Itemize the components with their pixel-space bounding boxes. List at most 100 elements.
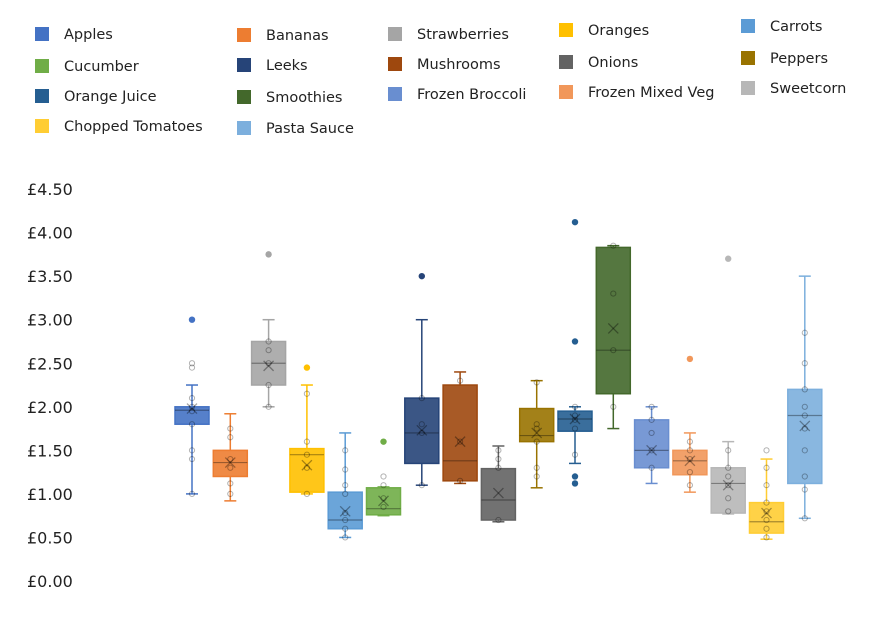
outlier-point [686,355,694,363]
box-iqr [442,384,478,482]
box-mushrooms [442,371,478,485]
legend-swatch [741,19,755,33]
y-tick-label: £0.50 [27,528,73,547]
mean-marker [799,420,811,432]
y-tick-label: £3.00 [27,311,73,330]
data-point [380,495,387,502]
mean-marker [569,413,581,425]
mean-marker [531,427,543,439]
legend-swatch [559,23,573,37]
data-point [533,421,540,428]
data-point [533,379,540,386]
data-point [763,482,770,489]
box-iqr [633,419,670,469]
mean-marker [492,487,504,499]
legend-swatch [388,87,402,101]
legend-label: Sweetcorn [770,81,846,97]
outlier-point [571,480,579,487]
mean-marker [378,495,389,507]
mean-marker [722,479,734,491]
data-point [725,464,732,471]
mean-marker [607,322,619,334]
legend-item-orange-juice: Orange Juice [35,89,157,105]
box-iqr [787,388,823,485]
legend-label: Leeks [266,58,308,74]
data-point [188,364,196,371]
data-point [418,394,425,402]
data-point [725,447,732,454]
data-point [648,464,655,471]
mean-marker [416,424,428,436]
mean-marker [492,487,504,499]
data-point [457,477,464,484]
legend-swatch [741,81,755,95]
data-point [188,403,196,410]
legend-item-cucumber: Cucumber [35,59,139,75]
data-point [303,390,310,397]
legend-item-frozen-mixed-veg: Frozen Mixed Veg [559,85,714,101]
legend-label: Apples [64,27,113,43]
data-point [227,434,234,441]
data-point [265,338,272,345]
legend-swatch [388,57,402,71]
data-point [188,421,196,428]
box-iqr [518,407,555,443]
mean-marker [722,479,734,491]
box-leeks [404,272,440,489]
data-point [303,464,310,471]
data-point [725,508,732,515]
data-point [188,455,196,463]
mean-marker [646,444,658,456]
legend-label: Pasta Sauce [266,121,354,137]
legend: Apples Cucumber Orange Juice Chopped Tomato… [35,19,846,137]
data-point [801,447,808,454]
box-strawberries [250,251,287,410]
outlier-point [725,255,732,262]
mean-marker [263,360,275,372]
legend-item-carrots: Carrots [741,19,822,35]
outlier-point [265,251,272,258]
legend-label: Carrots [770,19,822,35]
box-iqr [289,447,325,493]
data-point [303,490,310,497]
legend-item-oranges: Oranges [559,23,649,39]
legend-item-mushrooms: Mushrooms [388,57,501,73]
box-orange-juice [557,218,593,487]
legend-label: Oranges [588,23,649,39]
data-point [227,490,234,497]
legend-label: Strawberries [417,27,509,43]
data-point [418,421,425,428]
legend-swatch [237,58,251,72]
outlier-point [571,473,579,480]
box-carrots [327,432,363,541]
legend-label: Bananas [266,28,329,44]
data-point [188,447,196,454]
legend-label: Frozen Broccoli [417,87,526,103]
mean-marker [378,495,389,507]
data-point [610,347,617,354]
data-point [725,495,732,502]
box-peppers [518,379,555,489]
mean-marker [684,455,696,467]
legend-swatch [237,90,251,104]
y-tick-label: £1.00 [27,485,73,504]
data-point [533,473,540,480]
mean-marker [416,424,428,436]
legend-label: Onions [588,55,638,71]
box-oranges [289,364,325,497]
data-point [763,464,770,471]
legend-item-apples: Apples [35,27,113,43]
plot-area [174,218,823,541]
data-point [571,425,579,432]
box-iqr [480,467,517,521]
legend-label: Peppers [770,51,828,67]
data-point [648,429,655,437]
data-point [342,447,349,454]
box-iqr [557,410,593,432]
legend-label: Smoothies [266,90,342,106]
legend-item-smoothies: Smoothies [237,90,342,106]
mean-marker [186,403,198,415]
legend-label: Mushrooms [417,57,501,73]
y-tick-label: £1.50 [27,441,73,460]
